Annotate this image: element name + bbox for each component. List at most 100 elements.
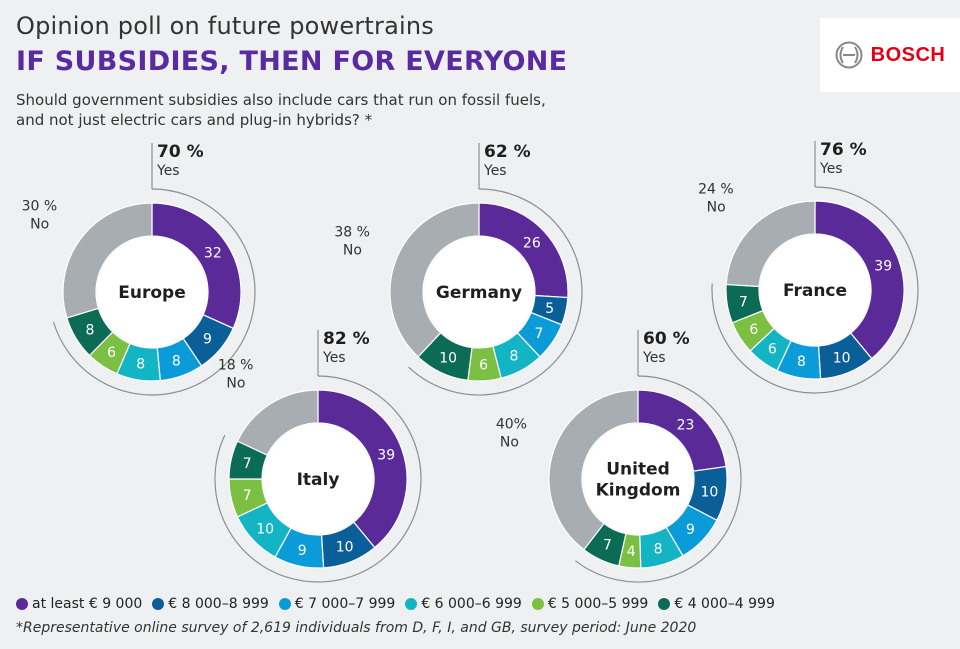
slice-value-label: 4 [627,544,636,560]
legend-label: € 6 000–6 999 [421,596,522,612]
donut-center-label: Germany [436,283,522,303]
bosch-logo: BOSCH [820,18,960,92]
legend-item: € 6 000–6 999 [405,596,522,612]
yes-percent: 76 % [820,140,867,160]
slice-value-label: 10 [701,484,719,500]
donut-hole [760,235,870,345]
yes-guide-arc [711,186,919,394]
no-label: No [30,217,49,233]
yes-label: Yes [156,163,180,179]
slice-value-label: 8 [654,542,663,558]
slice-value-label: 8 [509,349,518,365]
survey-question-line-1: Should government subsidies also include… [16,91,546,109]
no-percent: 24 % [698,182,734,198]
survey-question-line-2: and not just electric cars and plug-in h… [16,111,373,129]
slice-value-label: 6 [749,322,758,338]
no-label: No [343,242,362,258]
slice-value-label: 32 [204,246,222,262]
footnote: *Representative online survey of 2,619 i… [16,620,697,636]
no-percent: 40% [496,417,527,433]
donut-slice-no [62,202,153,319]
legend-swatch [531,598,544,610]
yes-percent: 62 % [484,142,531,162]
donut-hole [424,237,534,347]
legend-label: € 5 000–5 999 [547,596,649,612]
yes-label: Yes [642,350,666,366]
no-percent: 30 % [22,199,58,215]
donut-slice-no [548,389,639,551]
legend-label: € 4 000–4 999 [674,596,775,612]
slice-value-label: 26 [523,235,541,251]
donut-slice-no [389,202,480,358]
logo-wordmark: BOSCH [870,43,946,66]
donut-slice-no [725,200,816,288]
legend-item: € 8 000–8 999 [152,596,269,612]
yes-guide-arc [408,188,583,396]
legend-item: at least € 9 000 [16,596,142,612]
no-label: No [707,200,726,216]
slice-value-label: 8 [797,354,806,370]
yes-percent: 70 % [157,142,204,162]
yes-label: Yes [819,161,843,177]
legend-swatch [405,598,418,610]
bosch-armature-icon [835,41,863,69]
donut-slice [814,200,905,360]
donut-slice [317,389,408,549]
legend-item: € 5 000–5 999 [531,596,649,612]
donut-germany: 26 57 8 6 10 Germany 62 %Yes 38 % No [334,142,583,396]
legend-label: € 8 000–8 999 [168,596,269,612]
slice-value-label: 8 [86,323,95,339]
donut-center-label: Europe [118,283,185,303]
yes-guide-arc [214,375,422,583]
slice-value-label: 9 [686,522,695,538]
no-percent: 38 % [334,224,370,240]
slice-value-label: 7 [535,326,544,342]
slice-value-label: 7 [603,538,612,554]
survey-question: Should government subsidies also include… [16,90,616,130]
donut-center-label: France [783,281,847,301]
slice-value-label: 7 [739,294,748,310]
yes-percent: 82 % [323,329,370,349]
slice-value-label: 10 [256,522,274,538]
donut-slice-no [236,389,319,456]
legend-item: € 7 000–7 999 [278,596,396,612]
legend-swatch [16,598,28,610]
yes-guide-arc [575,375,742,583]
slice-value-label: 10 [833,350,851,366]
yes-label: Yes [322,350,346,366]
legend: at least € 9 000 € 8 000–8 999 € 7 000–7 9… [16,596,785,612]
no-label: No [500,435,519,451]
donut-hole [263,424,373,534]
chart-headline: IF SUBSIDIES, THEN FOR EVERYONE [16,46,568,77]
yes-guide-arc [52,188,256,396]
donut-hole [97,237,207,347]
legend-item: € 4 000–4 999 [658,596,775,612]
slice-value-label: 6 [479,357,488,373]
legend-swatch [278,598,291,610]
slice-value-label: 39 [377,447,395,463]
slice-value-label: 6 [107,345,116,361]
slice-value-label: 9 [203,332,212,348]
yes-percent: 60 % [643,329,690,349]
chart-kicker: Opinion poll on future powertrains [16,12,434,40]
no-label: No [226,376,245,392]
donut-italy: 39 10 9 10 7 7 Italy 82 %Yes 18 % No [214,329,422,583]
slice-value-label: 10 [439,351,457,367]
donut-center-label: United [606,460,670,480]
slice-value-label: 10 [336,539,354,555]
slice-value-label: 23 [677,417,695,433]
yes-label: Yes [483,163,507,179]
legend-label: € 7 000–7 999 [294,596,396,612]
slice-value-label: 7 [243,456,252,472]
slice-value-label: 39 [874,258,892,274]
legend-swatch [658,598,671,610]
slice-value-label: 6 [768,342,777,358]
donut-center-label: Kingdom [596,481,681,501]
slice-value-label: 5 [545,301,554,317]
donut-slice [151,202,242,330]
slice-value-label: 9 [298,543,307,559]
